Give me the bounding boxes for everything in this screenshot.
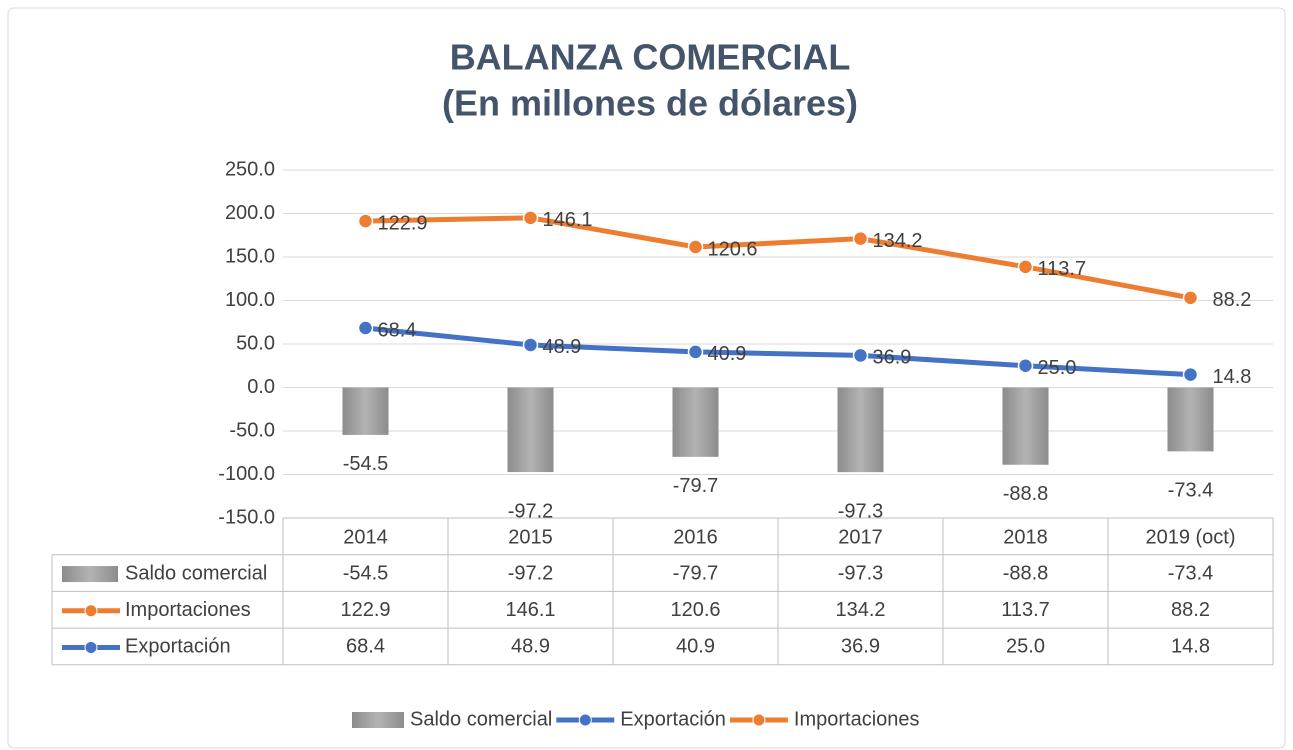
chart-title: BALANZA COMERCIAL bbox=[450, 37, 851, 78]
line bbox=[365, 215, 1191, 301]
y-tick-label: 150.0 bbox=[225, 245, 275, 267]
table-row-label: Saldo comercial bbox=[125, 562, 267, 584]
table-cell: -54.5 bbox=[343, 562, 389, 584]
legend-key bbox=[84, 640, 98, 654]
table-cell: 68.4 bbox=[346, 636, 385, 658]
data-label: 113.7 bbox=[1038, 258, 1087, 280]
x-tick-label: 2019 (oct) bbox=[1145, 527, 1235, 549]
x-tick-label: 2017 bbox=[838, 527, 883, 549]
table-cell: 88.2 bbox=[1171, 599, 1210, 621]
bar bbox=[507, 387, 554, 473]
marker bbox=[1182, 290, 1199, 306]
table-cell: 36.9 bbox=[841, 636, 880, 658]
bar bbox=[342, 387, 389, 435]
marker bbox=[852, 230, 869, 247]
marker bbox=[852, 347, 869, 364]
table-cell: 120.6 bbox=[670, 599, 720, 621]
legend-label: Importaciones bbox=[794, 708, 920, 730]
data-label: -88.8 bbox=[1003, 483, 1049, 505]
chart-subtitle: (En millones de dólares) bbox=[442, 83, 858, 124]
y-tick-label: -50.0 bbox=[229, 419, 275, 441]
data-label: -97.2 bbox=[508, 500, 554, 522]
table-cell: 14.8 bbox=[1171, 636, 1210, 658]
legend-key bbox=[84, 604, 98, 618]
data-label: 14.8 bbox=[1213, 366, 1252, 388]
marker bbox=[687, 239, 704, 255]
table-cell: 40.9 bbox=[676, 636, 715, 658]
legend-key bbox=[62, 566, 118, 583]
marker bbox=[1182, 366, 1199, 383]
table-cell: 122.9 bbox=[340, 599, 390, 621]
table-cell: -79.7 bbox=[673, 562, 719, 584]
chart-border bbox=[7, 7, 1286, 749]
data-label: -97.3 bbox=[838, 500, 884, 522]
bar bbox=[837, 387, 884, 473]
x-tick-label: 2014 bbox=[343, 527, 388, 549]
data-label: -54.5 bbox=[343, 453, 389, 475]
data-label: 25.0 bbox=[1038, 357, 1077, 379]
legend-label: Exportación bbox=[620, 708, 726, 730]
y-tick-label: 50.0 bbox=[236, 332, 275, 354]
data-label: 68.4 bbox=[378, 319, 417, 341]
data-label: -73.4 bbox=[1168, 480, 1214, 502]
legend-label: Saldo comercial bbox=[410, 708, 552, 730]
table-row-label: Exportación bbox=[125, 636, 231, 658]
marker bbox=[357, 213, 374, 229]
table-cell: 134.2 bbox=[835, 599, 885, 621]
data-label: 120.6 bbox=[708, 238, 758, 260]
marker bbox=[1017, 358, 1034, 374]
data-label: -79.7 bbox=[673, 475, 719, 497]
marker bbox=[357, 320, 374, 336]
y-tick-label: 0.0 bbox=[247, 376, 275, 398]
data-label: 48.9 bbox=[543, 336, 582, 358]
table-cell: -73.4 bbox=[1168, 562, 1214, 584]
data-label: 122.9 bbox=[378, 212, 428, 234]
y-tick-label: 200.0 bbox=[225, 202, 275, 224]
bar bbox=[1002, 387, 1049, 465]
y-tick-label: 250.0 bbox=[225, 158, 275, 180]
table-cell: 146.1 bbox=[505, 599, 555, 621]
table-cell: 48.9 bbox=[511, 636, 550, 658]
marker bbox=[687, 344, 704, 360]
table-cell: 25.0 bbox=[1006, 636, 1045, 658]
legend-key bbox=[352, 712, 404, 728]
table-cell: -97.2 bbox=[508, 562, 554, 584]
y-tick-label: -150.0 bbox=[218, 506, 275, 528]
data-label: 40.9 bbox=[708, 343, 747, 365]
x-tick-label: 2015 bbox=[508, 527, 553, 549]
marker bbox=[522, 337, 539, 353]
legend-key bbox=[752, 713, 766, 727]
data-label: 134.2 bbox=[873, 230, 923, 252]
marker bbox=[522, 210, 539, 226]
data-label: 146.1 bbox=[543, 209, 593, 231]
bar bbox=[672, 387, 719, 457]
marker bbox=[1017, 259, 1034, 275]
table-cell: -88.8 bbox=[1003, 562, 1049, 584]
y-tick-label: -100.0 bbox=[218, 463, 275, 485]
data-label: 88.2 bbox=[1213, 289, 1252, 311]
y-tick-label: 100.0 bbox=[225, 289, 275, 311]
x-tick-label: 2016 bbox=[673, 527, 718, 549]
table-cell: 113.7 bbox=[1001, 599, 1050, 621]
table-row-label: Importaciones bbox=[125, 599, 251, 621]
x-tick-label: 2018 bbox=[1003, 527, 1048, 549]
table-cell: -97.3 bbox=[838, 562, 884, 584]
line bbox=[365, 325, 1191, 378]
data-label: 36.9 bbox=[873, 347, 912, 369]
bar bbox=[1167, 387, 1214, 452]
legend-key bbox=[578, 713, 592, 727]
